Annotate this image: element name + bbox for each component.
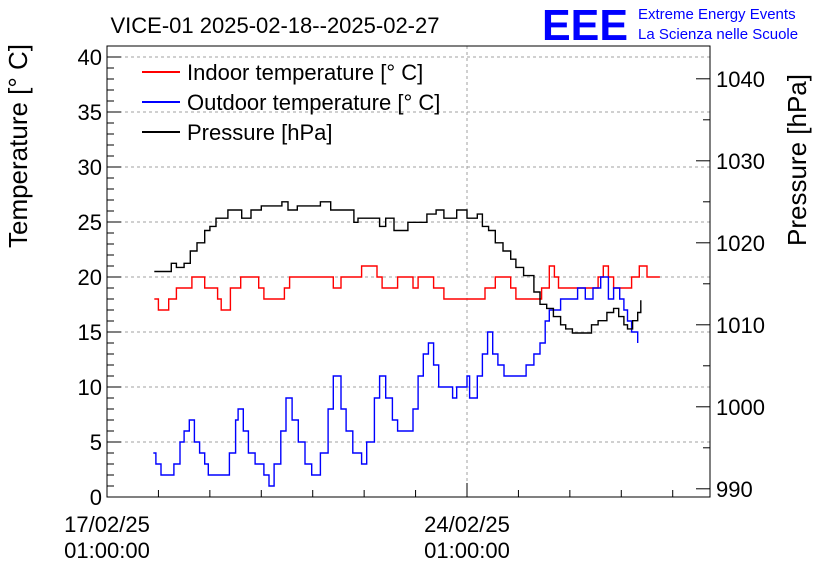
brand-line2: La Scienza nelle Scuole	[638, 26, 798, 43]
y2-tick-label: 1030	[716, 149, 765, 174]
y-tick-label: 35	[78, 100, 102, 125]
legend-entry-2: Outdoor temperature [° C]	[187, 90, 440, 115]
y-tick-label: 30	[78, 155, 102, 180]
brand-line1: Extreme Energy Events	[638, 6, 796, 23]
series-line-1	[154, 265, 660, 311]
y-tick-label: 25	[78, 210, 102, 235]
y2-tick-label: 1000	[716, 395, 765, 420]
chart-title: VICE-01 2025-02-18--2025-02-27	[111, 13, 440, 38]
brand-logo: EEE	[542, 1, 628, 50]
y2-tick-label: 990	[716, 477, 753, 502]
x-tick-time: 01:00:00	[424, 538, 510, 563]
axes: 0 5 10 15 20 25 30 35 40 990 1000 1010 1020 1030 1040 1…	[64, 45, 765, 563]
y2-tick-label: 1040	[716, 67, 765, 92]
x-tick-date: 24/02/25	[424, 512, 510, 537]
brand: EEE Extreme Energy Events La Scienza nel…	[542, 1, 798, 50]
y-axis-label: Temperature [° C]	[3, 44, 33, 248]
series-line-2	[153, 276, 639, 487]
y-tick-label: 20	[78, 265, 102, 290]
y-tick-label: 0	[90, 485, 102, 510]
legend-entry-3: Pressure [hPa]	[187, 120, 333, 145]
series-layer	[153, 201, 660, 487]
y2-tick-label: 1020	[716, 231, 765, 256]
legend-entry-1: Indoor temperature [° C]	[187, 60, 423, 85]
plot-frame	[106, 45, 711, 498]
y-tick-label: 40	[78, 45, 102, 70]
y2-axis-label: Pressure [hPa]	[782, 74, 812, 246]
x-tick-date: 17/02/25	[64, 512, 150, 537]
y2-tick-label: 1010	[716, 313, 765, 338]
x-tick-time: 01:00:00	[64, 538, 150, 563]
y-tick-label: 10	[78, 375, 102, 400]
series-line-3	[154, 201, 642, 334]
legend: Indoor temperature [° C] Outdoor temperat…	[142, 60, 440, 145]
y-tick-label: 5	[90, 430, 102, 455]
y-tick-label: 15	[78, 320, 102, 345]
